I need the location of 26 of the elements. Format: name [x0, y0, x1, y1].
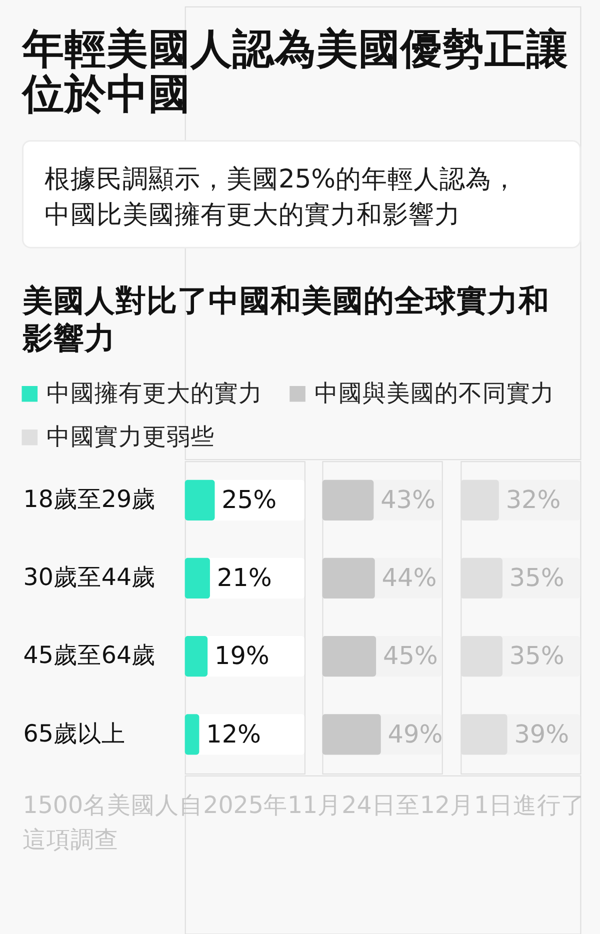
data-label: 43% — [380, 485, 436, 514]
data-label: 32% — [506, 485, 561, 514]
bar — [184, 636, 208, 677]
legend-label: 中國實力更弱些 — [46, 422, 214, 450]
text: 美國人對比了中國和美國的全球實力和影響力 — [22, 282, 550, 356]
data-label: 12% — [206, 719, 262, 748]
legend-label: 中國擁有更大的實力 — [46, 378, 262, 407]
data-label: 49% — [388, 719, 443, 748]
chart-title: 年輕美國人認為美國優勢正讓位於中國 — [20, 24, 569, 118]
bar — [184, 558, 210, 599]
data-label: 21% — [216, 563, 272, 592]
data-label: 44% — [382, 563, 437, 592]
y-tick-label: 30歲至44歲 — [23, 563, 156, 592]
data-label: 45% — [382, 641, 438, 670]
legend-label: 中國與美國的不同實力 — [314, 378, 554, 407]
data-label: 25% — [222, 485, 277, 514]
data-label: 35% — [509, 563, 564, 592]
data-label: 39% — [514, 719, 570, 748]
y-tick-label: 65歲以上 — [23, 719, 126, 748]
data-label: 35% — [509, 641, 564, 670]
bar — [184, 480, 215, 520]
chart-subtitle: 根據民調顯示，美國25%的年輕人認為，中國比美國擁有更大的實力和影響力 — [44, 164, 518, 230]
y-tick-label: 45歲至64歲 — [23, 641, 156, 670]
data-label: 19% — [214, 641, 270, 670]
bar — [184, 714, 200, 755]
y-tick-label: 18歲至29歲 — [23, 485, 156, 514]
